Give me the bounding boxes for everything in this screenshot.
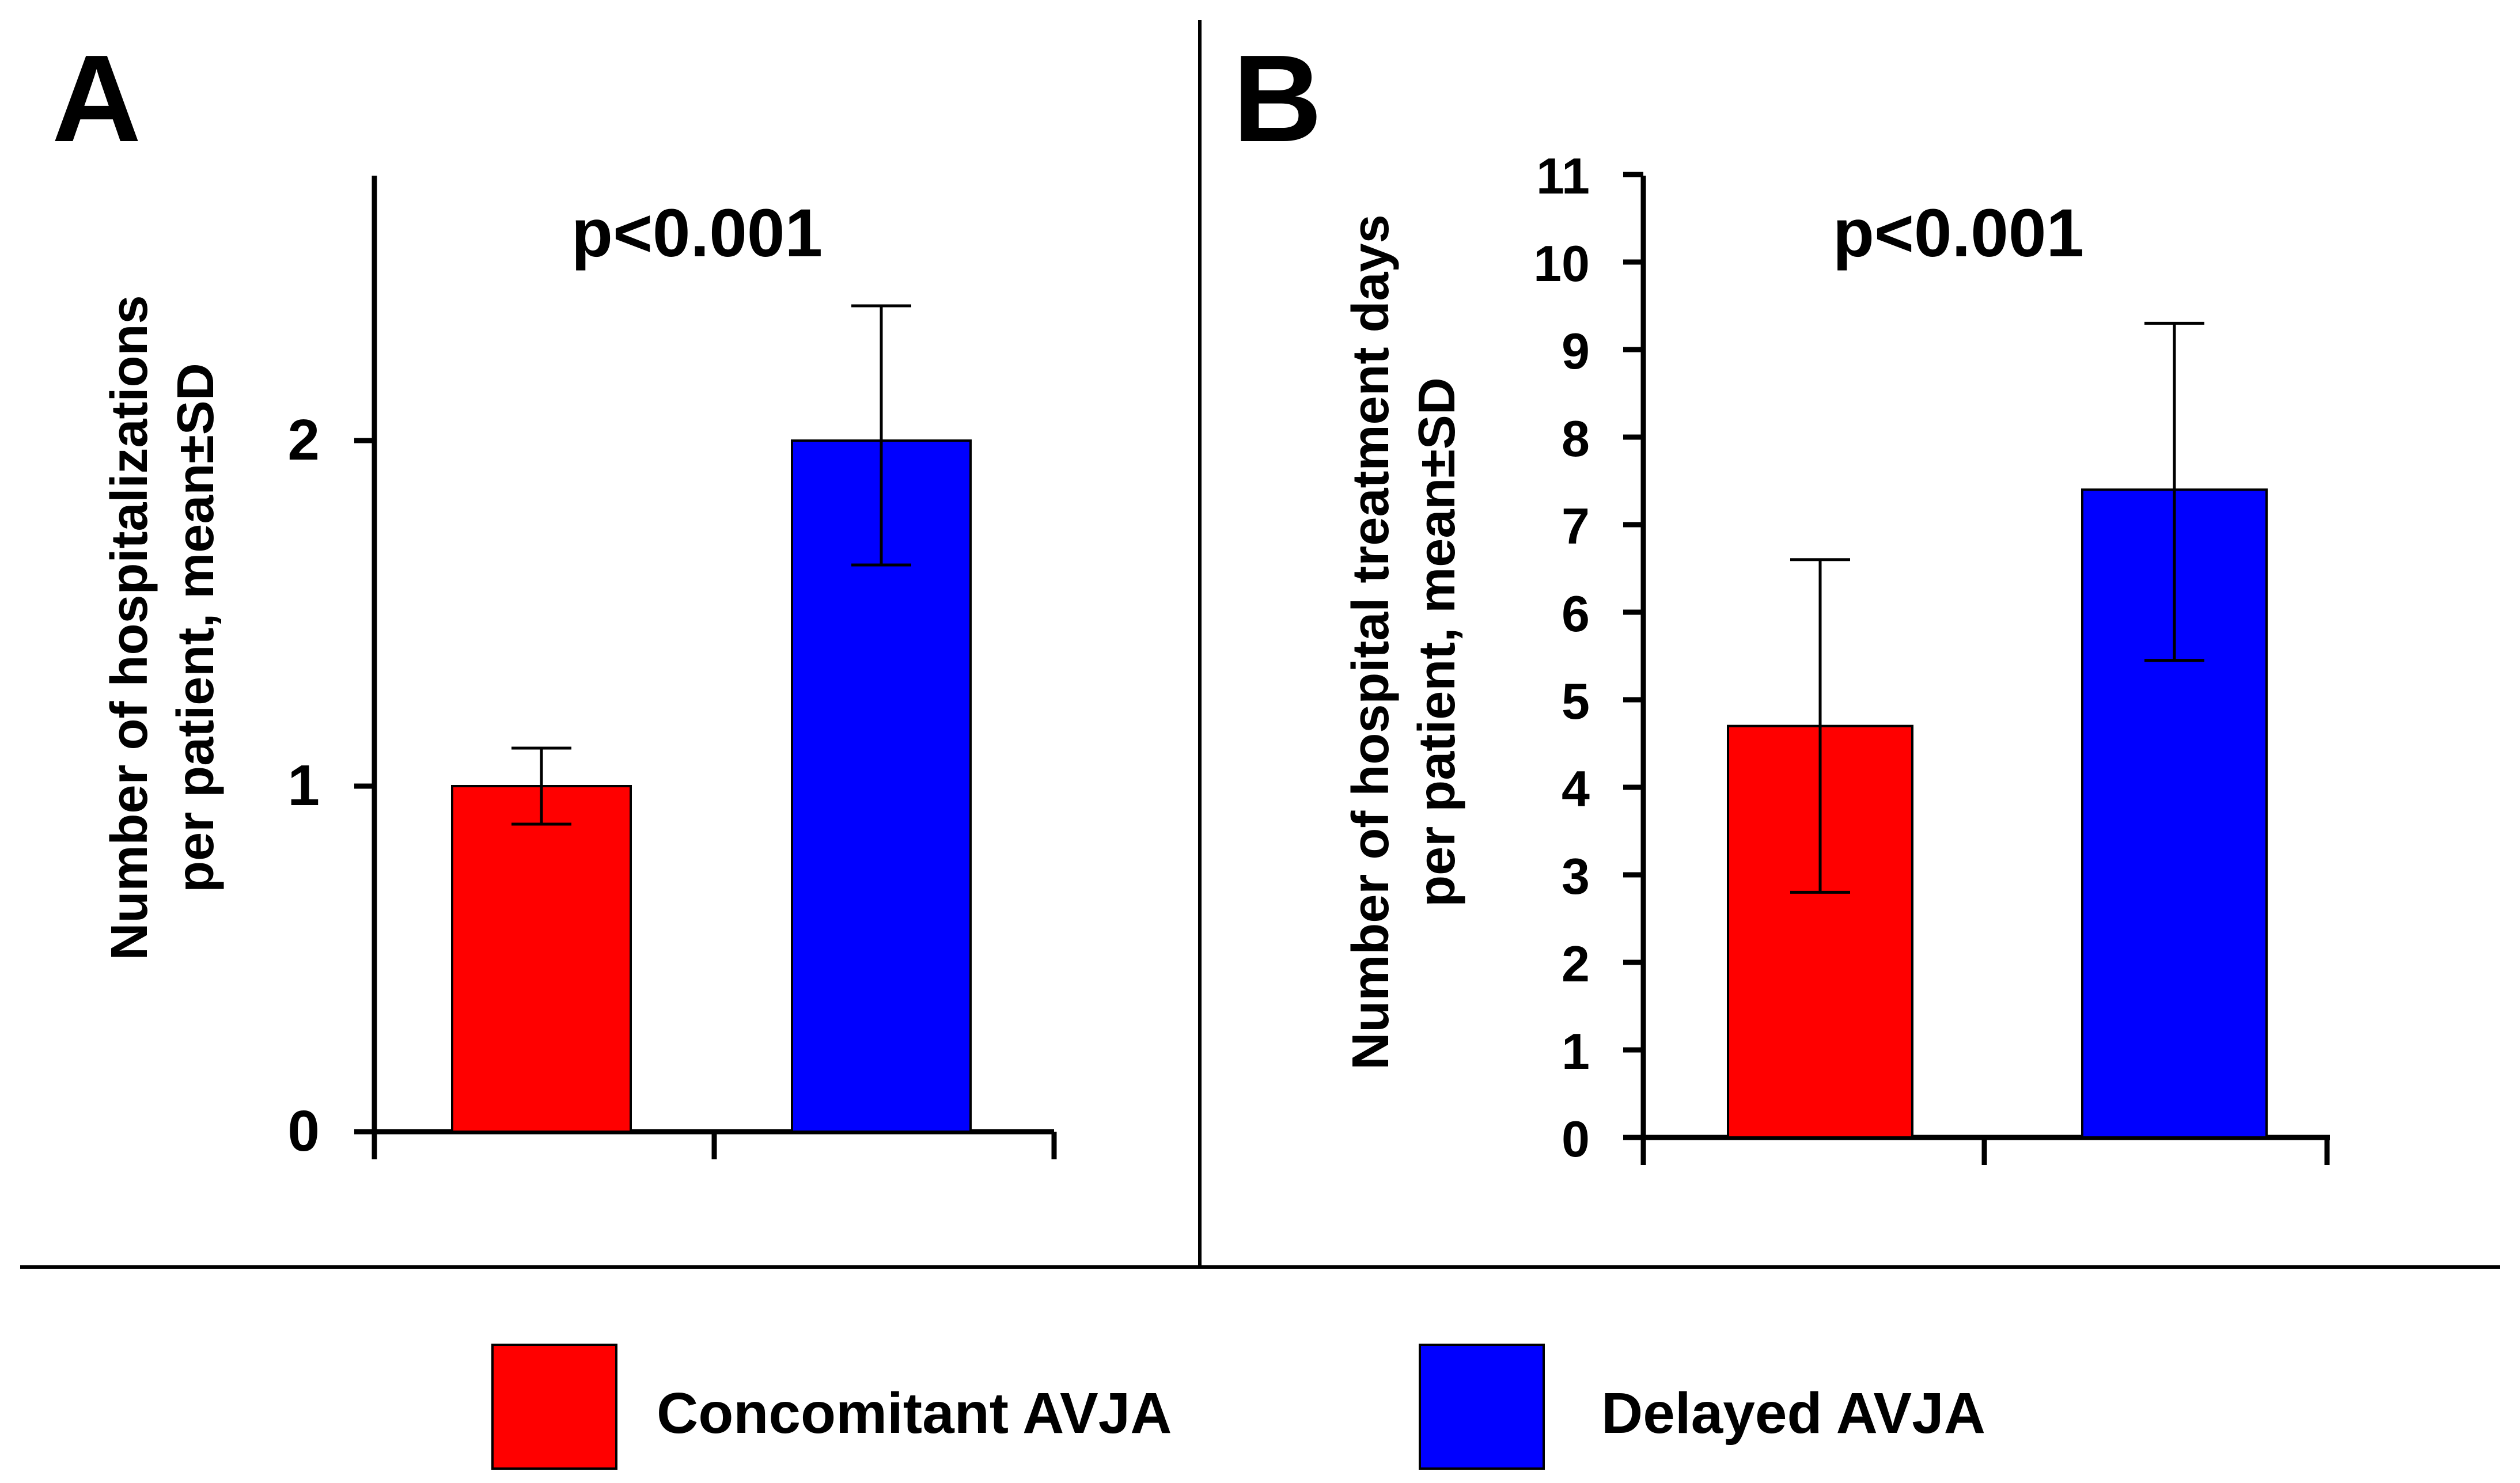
y-tick-label-6: 6: [1562, 585, 1590, 642]
y-tick-label-2: 2: [287, 408, 320, 472]
y-tick-label-0: 0: [1562, 1110, 1590, 1167]
y-tick-label-11: 11: [1536, 147, 1590, 204]
legend-label-delayed: Delayed AVJA: [1601, 1381, 1985, 1446]
panel-b-letter: B: [1233, 29, 1322, 168]
y-tick-label-0: 0: [287, 1099, 320, 1163]
y-tick-label-8: 8: [1562, 410, 1590, 467]
y-tick-label-5: 5: [1562, 673, 1590, 730]
panel-a-ylabel-line2: per patient, mean±SD: [167, 363, 225, 893]
panel-b-ylabel-line1: Number of hospital treatment days: [1342, 214, 1400, 1069]
panel-a-ylabel-line1: Number of hospitalizations: [101, 295, 158, 960]
panel-b-plot: 0 1 2 3 4 5 6 7 8 9 10 11: [1533, 147, 2330, 1167]
legend-label-concomitant: Concomitant AVJA: [657, 1381, 1172, 1446]
panel-a-plot: 0 1 2: [287, 176, 1057, 1163]
y-tick-label-2: 2: [1562, 935, 1590, 992]
y-tick-label-9: 9: [1562, 323, 1590, 380]
legend-swatch-delayed: [1419, 1344, 1545, 1470]
legend: Concomitant AVJA Delayed AVJA: [491, 1344, 1985, 1470]
panel-a: A p<0.001 Number of hospitalizations per…: [52, 29, 1057, 1163]
legend-swatch-concomitant: [491, 1344, 617, 1470]
y-tick-label-1: 1: [287, 753, 320, 818]
y-tick-label-10: 10: [1533, 235, 1590, 292]
panel-b-pvalue: p<0.001: [1833, 195, 2084, 271]
panel-b: B p<0.001 Number of hospital treatment d…: [1233, 29, 2330, 1167]
panel-b-ylabel-line2: per patient, mean±SD: [1408, 377, 1466, 907]
panel-a-pvalue: p<0.001: [571, 195, 823, 271]
y-tick-label-1: 1: [1562, 1023, 1590, 1080]
y-tick-label-7: 7: [1562, 498, 1590, 555]
y-tick-label-3: 3: [1562, 848, 1590, 905]
bar-concomitant: [451, 785, 632, 1133]
panel-a-letter: A: [52, 29, 141, 168]
y-tick-label-4: 4: [1562, 760, 1590, 817]
